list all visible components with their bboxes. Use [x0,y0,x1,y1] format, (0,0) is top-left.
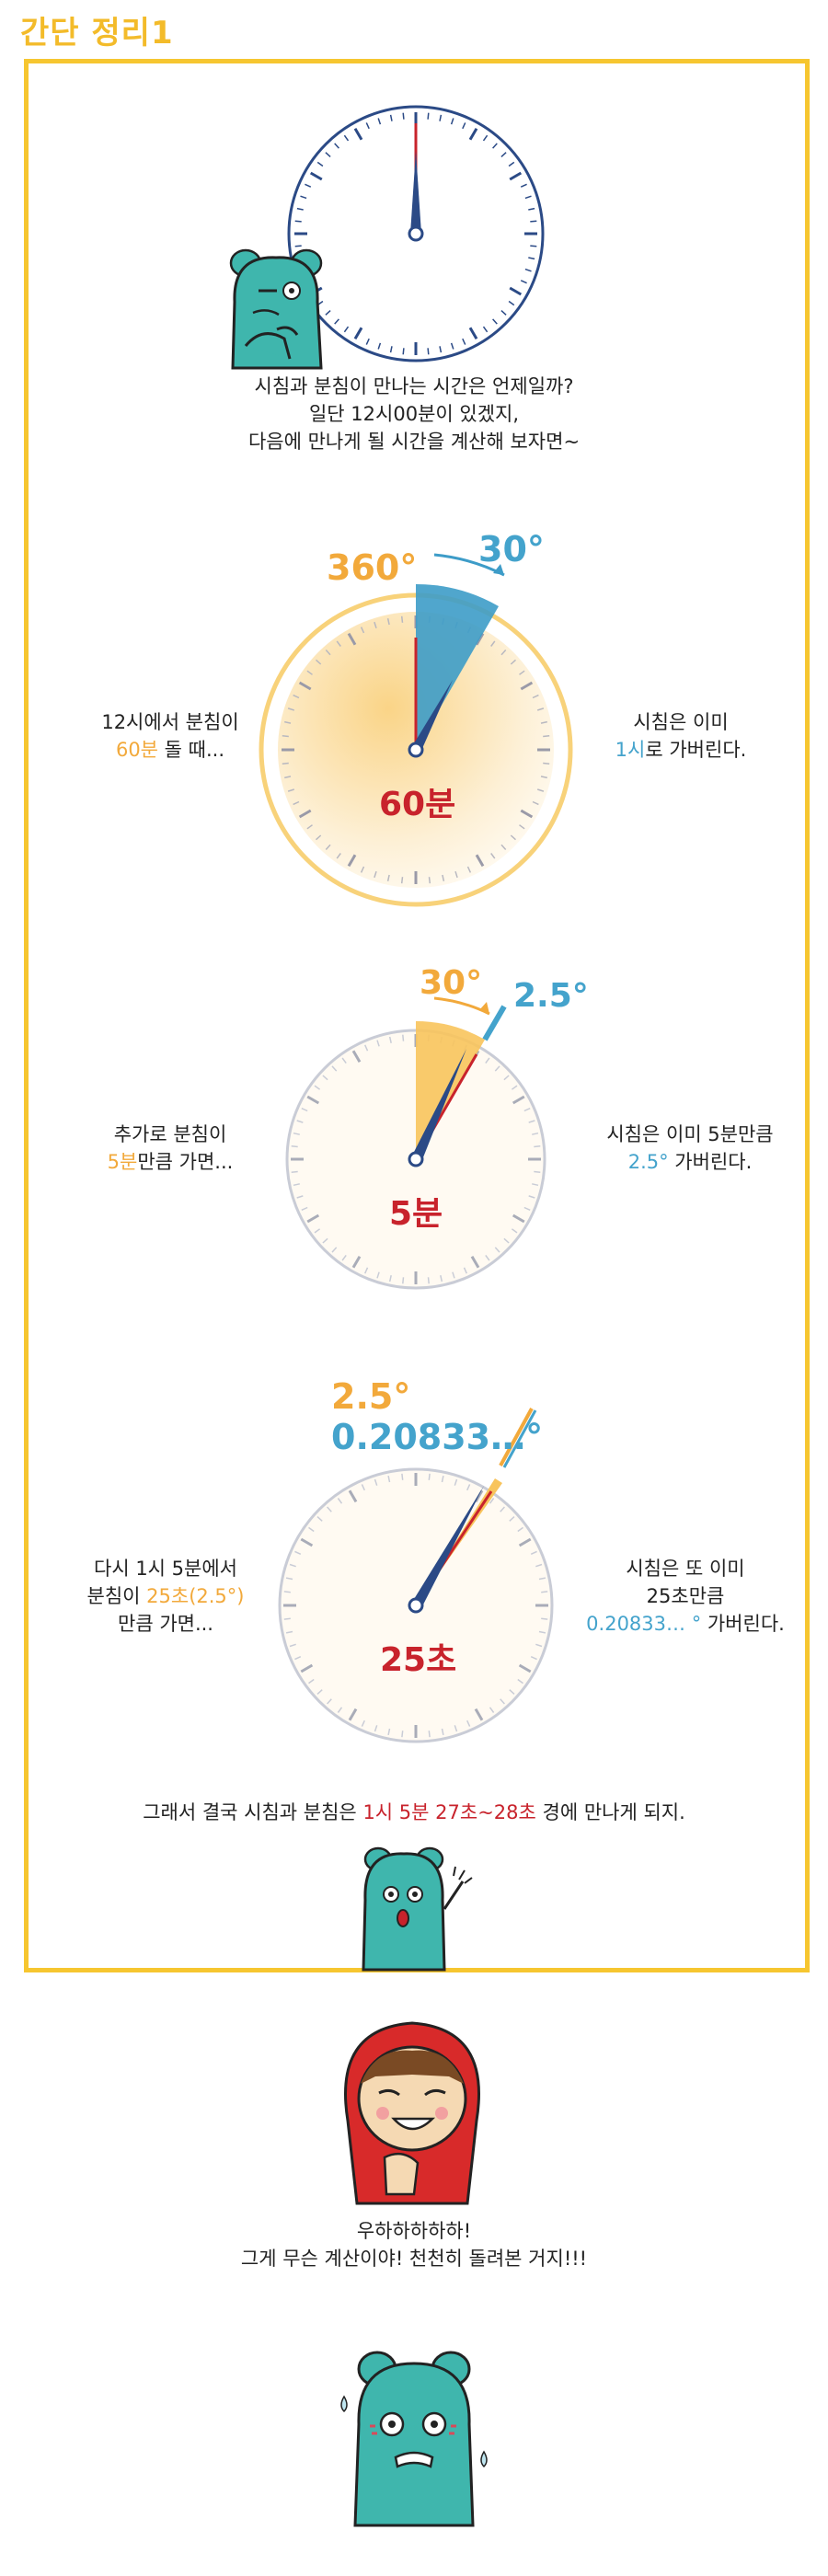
p3-right-line1: 시침은 또 이미 [626,1558,745,1580]
p1-right-highlight: 1시 [615,739,646,761]
p2-left-highlight: 5분 [107,1151,138,1173]
conclusion-highlight: 1시 5분 27초~28초 [362,1801,536,1823]
bear-thinking-icon [229,248,323,370]
p2-left-line1: 추가로 분침이 [113,1123,227,1145]
p2-right-line1: 시침은 이미 5분만큼 [606,1123,774,1145]
conclusion-pre: 그래서 결국 시침과 분침은 [143,1801,363,1823]
intro-line-2: 일단 12시00분이 있겠지, [308,403,520,425]
p3-left-line2: 분침이 [86,1585,147,1607]
ending-line-2: 그게 무슨 계산이야! 천천히 돌려본 거지!!! [240,2248,588,2270]
conclusion-post: 경에 만나게 되지. [535,1801,685,1823]
red-hood-girl-icon [343,2021,481,2205]
p1-left-line2: 돌 때... [158,739,225,761]
p1-left-highlight: 60분 [115,739,158,761]
page-title: 간단 정리1 [20,15,174,52]
p3-left-line3: 만큼 가면... [118,1613,213,1635]
p3-right-line3: 가버린다. [701,1613,785,1635]
bear-surprised-icon [362,1846,473,1972]
angle-2-5-label-big: 2.5° [331,1376,411,1417]
angle-30-label-2: 30° [420,964,483,1002]
p1-right-line1: 시침은 이미 [633,711,729,733]
p2-right-line2: 가버린다. [668,1151,753,1173]
p2-left-line2: 만큼 가면... [137,1151,234,1173]
summary-frame [24,59,810,1972]
angle-small-label: 0.20833…° [331,1417,544,1457]
conclusion: 그래서 결국 시침과 분침은 1시 5분 27초~28초 경에 만나게 되지. [55,1799,773,1826]
center-label-5min: 5분 [389,1195,443,1233]
ending-line-1: 우하하하하하! [356,2220,472,2242]
p3-right-line2: 25초만큼 [646,1585,725,1607]
p2-right-highlight: 2.5° [627,1151,669,1173]
p3-right-highlight: 0.20833… ° [586,1613,702,1635]
p3-left-highlight: 25초(2.5°) [146,1585,245,1607]
p1-left-line1: 12시에서 분침이 [101,711,239,733]
center-label-60min: 60분 [379,786,456,823]
p1-right-line2: 로 가버린다. [645,739,747,761]
intro-line-1: 시침과 분침이 만나는 시간은 언제일까? [254,375,574,397]
center-label-25sec: 25초 [380,1641,457,1679]
angle-30-label: 30° [478,529,545,569]
intro-line-3: 다음에 만나게 될 시간을 계산해 보자면~ [247,431,581,453]
bear-sweating-icon [340,2351,488,2527]
angle-2-5-label: 2.5° [513,977,589,1015]
angle-360-label: 360° [327,547,418,588]
p3-left-line1: 다시 1시 5분에서 [94,1558,237,1580]
